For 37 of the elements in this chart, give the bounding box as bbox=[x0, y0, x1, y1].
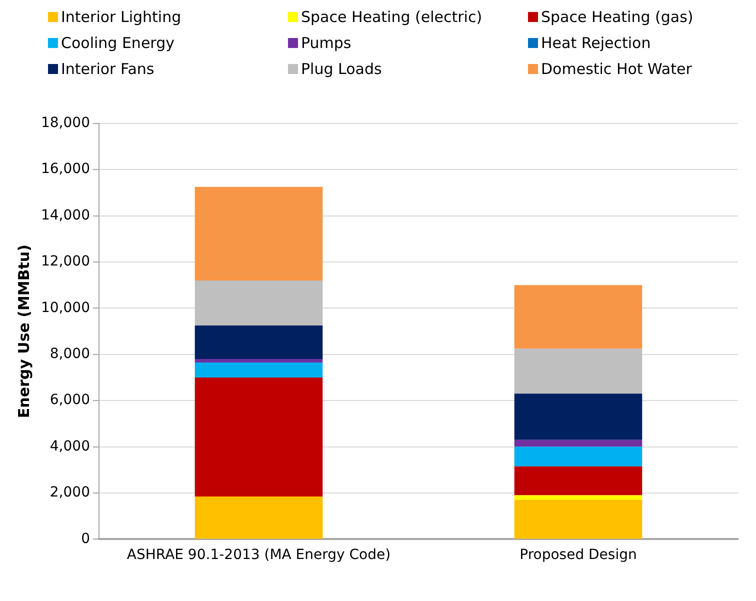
y-tick-label: 14,000 bbox=[40, 207, 90, 224]
y-tick-label: 0 bbox=[81, 530, 90, 547]
y-tick-label: 10,000 bbox=[40, 300, 90, 316]
y-tick-label: 8,000 bbox=[50, 346, 90, 362]
y-tick-label: 18,000 bbox=[40, 115, 90, 132]
legend-label: Interior Lighting bbox=[61, 8, 182, 26]
bar bbox=[194, 496, 323, 539]
bar bbox=[514, 285, 642, 349]
bar bbox=[514, 466, 642, 496]
legend-label: Space Heating (gas) bbox=[541, 8, 694, 26]
bar bbox=[514, 446, 642, 466]
bar bbox=[194, 362, 323, 378]
bar bbox=[514, 495, 642, 500]
x-tick-label: Proposed Design bbox=[520, 547, 637, 564]
bar bbox=[514, 394, 642, 440]
legend-label: Pumps bbox=[301, 34, 352, 52]
y-axis-title: Energy Use (MMBtu) bbox=[14, 244, 33, 418]
bar bbox=[194, 359, 323, 362]
bar bbox=[514, 440, 642, 447]
bar bbox=[194, 326, 323, 360]
y-tick-label: 4,000 bbox=[50, 438, 90, 454]
x-tick-label: ASHRAE 90.1-2013 (MA Energy Code) bbox=[126, 547, 391, 564]
legend-label: Heat Rejection bbox=[541, 34, 651, 52]
y-tick-label: 6,000 bbox=[50, 392, 90, 408]
bar bbox=[514, 500, 642, 539]
bar bbox=[194, 186, 323, 280]
y-tick-label: 16,000 bbox=[40, 161, 90, 178]
bar bbox=[514, 348, 642, 394]
legend-label: Domestic Hot Water bbox=[541, 60, 692, 78]
legend-label: Plug Loads bbox=[301, 60, 382, 78]
y-tick-label: 2,000 bbox=[50, 484, 90, 501]
y-tick-label: 12,000 bbox=[40, 254, 90, 270]
legend-label: Interior Fans bbox=[61, 60, 154, 78]
legend-label: Space Heating (electric) bbox=[301, 8, 482, 26]
bar bbox=[194, 378, 323, 496]
legend-label: Cooling Energy bbox=[61, 34, 174, 52]
bar bbox=[194, 280, 323, 326]
